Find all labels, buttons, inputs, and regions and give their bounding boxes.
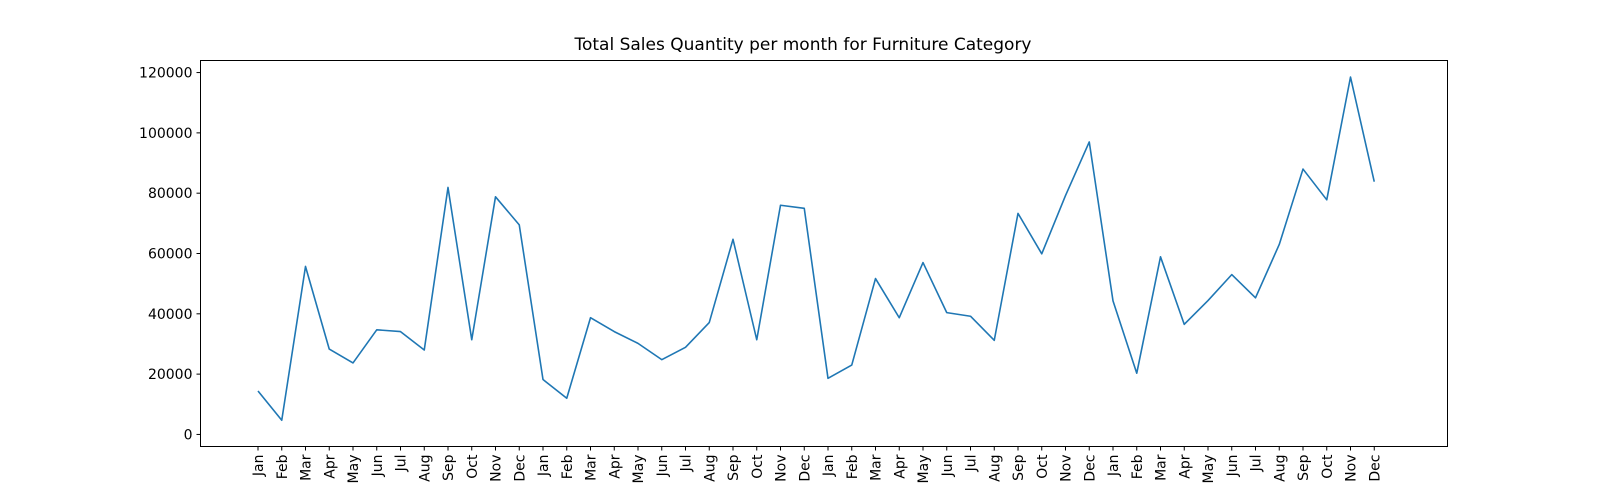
x-tick-label: Jan (1106, 455, 1122, 478)
x-tick-label: Sep (441, 454, 457, 481)
x-tick-label: Dec (512, 455, 528, 482)
x-tick-label: Aug (702, 455, 718, 482)
x-tick-label: Jun (655, 455, 671, 478)
x-tick-label: Mar (584, 454, 600, 481)
y-axis: 0 20000 40000 60000 80000 100000 120000 (139, 66, 201, 443)
x-tick-label: Feb (275, 454, 291, 479)
plot-frame (200, 60, 1448, 447)
x-tick-label: Apr (322, 454, 338, 478)
x-tick-label: May (631, 455, 647, 484)
x-axis: Jan Feb Mar Apr May Jun Jul Aug Sep Oct Nov Dec Jan F… (251, 446, 1383, 484)
x-tick-label: Nov (1059, 455, 1075, 482)
y-tick-label: 20000 (148, 367, 193, 383)
x-tick-label: Dec (1082, 455, 1098, 482)
x-tick-label: Feb (845, 454, 861, 479)
x-tick-label: Sep (726, 454, 742, 481)
x-tick-label: Jul (394, 455, 410, 473)
x-tick-label: Dec (797, 455, 813, 482)
y-tick-label: 60000 (148, 247, 193, 263)
x-tick-label: Jan (251, 455, 267, 478)
x-tick-label: Sep (1011, 454, 1027, 481)
y-tick-label: 100000 (139, 126, 192, 142)
x-tick-label: Dec (1367, 455, 1383, 482)
plot-lines (257, 76, 1376, 422)
x-tick-label: Aug (1272, 455, 1288, 482)
x-tick-label: May (346, 455, 362, 484)
chart-title: Total Sales Quantity per month for Furni… (573, 35, 1031, 55)
x-tick-label: Apr (1177, 454, 1193, 478)
x-tick-label: Oct (465, 454, 481, 479)
x-tick-label: Jun (940, 455, 956, 478)
x-tick-label: Aug (417, 455, 433, 482)
x-tick-label: Jan (536, 455, 552, 478)
x-tick-label: Apr (607, 454, 623, 478)
x-tick-label: Jun (370, 455, 386, 478)
x-tick-label: Sep (1296, 454, 1312, 481)
x-tick-label: Apr (892, 454, 908, 478)
y-tick-label: 0 (184, 427, 193, 443)
x-tick-label: Mar (869, 454, 885, 481)
x-tick-label: Feb (560, 454, 576, 479)
x-tick-label: Jul (964, 455, 980, 473)
x-tick-label: Jun (1225, 455, 1241, 478)
x-tick-label: May (1201, 455, 1217, 484)
y-tick-label: 40000 (148, 307, 193, 323)
y-tick-label: 120000 (139, 66, 192, 82)
x-tick-label: Mar (1154, 454, 1170, 481)
x-tick-label: May (916, 455, 932, 484)
x-tick-label: Aug (987, 455, 1003, 482)
x-tick-label: Mar (299, 454, 315, 481)
x-tick-label: Nov (489, 455, 505, 482)
x-tick-label: Jul (1249, 455, 1265, 473)
x-tick-label: Nov (1344, 455, 1360, 482)
y-tick-label: 80000 (148, 186, 193, 202)
x-tick-label: Jul (679, 455, 695, 473)
x-tick-label: Oct (750, 454, 766, 479)
x-tick-label: Oct (1035, 454, 1051, 479)
series-line (257, 76, 1376, 422)
x-tick-label: Oct (1320, 454, 1336, 479)
x-tick-label: Feb (1130, 454, 1146, 479)
x-tick-label: Jan (821, 455, 837, 478)
x-tick-label: Nov (774, 455, 790, 482)
